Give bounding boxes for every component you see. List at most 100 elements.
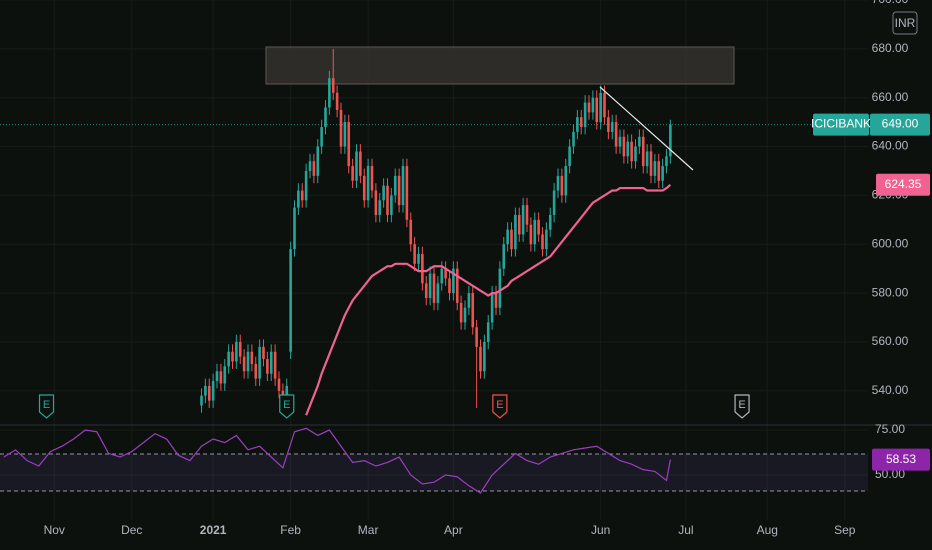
candle-body: [231, 351, 234, 362]
x-tick-label: Apr: [444, 523, 463, 537]
candle-body: [459, 302, 463, 323]
price-pane: [200, 48, 672, 416]
candle-body: [463, 307, 467, 323]
candle-body: [277, 378, 281, 391]
candle-body: [560, 175, 564, 196]
candle-body: [227, 351, 230, 367]
x-tick-label: Sep: [834, 523, 856, 537]
candle-body: [285, 385, 289, 396]
candle-body: [390, 195, 393, 215]
candle-body: [610, 122, 614, 132]
x-tick-label: 2021: [200, 523, 227, 537]
event-label: E: [738, 399, 745, 411]
candle-body: [347, 122, 351, 167]
candle-body: [525, 205, 529, 225]
candle-body: [374, 190, 378, 215]
candle-body: [281, 390, 285, 396]
candle-body: [343, 122, 347, 147]
rsi-band: [0, 454, 868, 491]
candle-body: [545, 229, 548, 250]
candle-body: [355, 151, 358, 181]
candle-body: [626, 141, 630, 157]
candle-body: [386, 185, 389, 215]
candle-body: [370, 166, 374, 191]
candle-body: [382, 185, 385, 201]
candle-body: [417, 254, 420, 264]
candle-body: [576, 117, 579, 132]
candle-body: [200, 395, 203, 406]
grid: [0, 0, 868, 520]
candle-body: [552, 190, 556, 215]
candle-body: [641, 136, 645, 167]
candle-body: [405, 166, 409, 220]
event-badge: [279, 394, 295, 419]
x-tick-label: Dec: [121, 523, 142, 537]
candle-body: [436, 283, 440, 303]
candle-body: [599, 92, 602, 123]
candle-body: [603, 92, 606, 118]
y-tick-label: 560.00: [872, 334, 909, 348]
candle-body: [289, 249, 292, 352]
candle-body: [583, 102, 587, 128]
candle-body: [657, 161, 661, 181]
candle-body: [366, 166, 370, 201]
candle-body: [572, 131, 575, 147]
x-tick-label: Aug: [757, 523, 778, 537]
candle-body: [645, 151, 649, 167]
candle-body: [246, 351, 250, 372]
candle-body: [413, 244, 416, 264]
candle-body: [614, 122, 618, 147]
event-badge: [734, 394, 750, 419]
candle-body: [293, 207, 296, 250]
candle-body: [537, 219, 540, 235]
candle-body: [591, 97, 595, 113]
candle-body: [204, 385, 207, 396]
candle-body: [378, 200, 382, 215]
trend-line: [599, 86, 694, 171]
candle-body: [397, 175, 401, 206]
candle-body: [250, 351, 254, 364]
x-tick-label: Feb: [280, 523, 301, 537]
candle-body: [486, 322, 490, 342]
candle-body: [541, 234, 544, 250]
candle-body: [595, 97, 599, 123]
event-label: E: [43, 399, 50, 411]
x-tick-label: Jul: [678, 523, 693, 537]
candle-body: [514, 214, 517, 250]
event-label: E: [283, 399, 290, 411]
candle-body: [421, 254, 424, 284]
candle-body: [273, 351, 277, 379]
candle-body: [529, 224, 533, 245]
currency-box: [892, 11, 918, 35]
candle-body: [665, 156, 668, 167]
candle-body: [471, 293, 475, 328]
candle-body: [556, 175, 560, 191]
symbol-label: ICICIBANK: [811, 117, 871, 131]
candle-body: [483, 341, 486, 372]
candle-body: [448, 278, 451, 294]
candle-body: [393, 175, 397, 196]
candle-body: [607, 117, 610, 132]
candle-body: [444, 268, 447, 279]
candle-body: [622, 136, 626, 157]
candle-body: [262, 346, 265, 360]
candle-body: [269, 351, 273, 374]
candle-body: [300, 190, 304, 201]
candle-body: [409, 219, 413, 245]
candle-body: [533, 219, 537, 245]
candle-body: [455, 268, 459, 303]
candle-body: [339, 109, 343, 147]
y-tick-label: 580.00: [872, 285, 909, 299]
y-tick-label: 600.00: [872, 236, 909, 250]
y-tick-label: 700.00: [872, 0, 909, 6]
y-tick-label: 680.00: [872, 41, 909, 55]
candle-body: [568, 146, 571, 167]
ma-tag-label: 624.35: [885, 177, 922, 191]
candle-body: [475, 327, 478, 347]
candle-body: [359, 151, 362, 176]
rsi-line: [3, 427, 671, 494]
symbol-tag: [813, 113, 869, 136]
candle-body: [235, 341, 238, 362]
candle-body: [669, 124, 672, 157]
